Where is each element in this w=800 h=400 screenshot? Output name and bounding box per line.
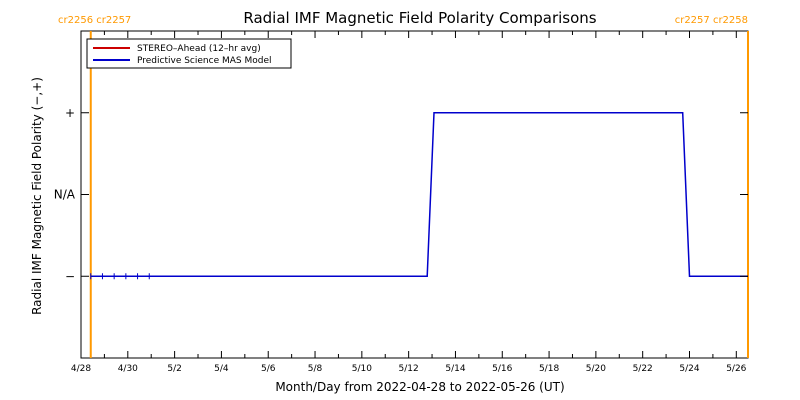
x-tick-label: 5/4	[214, 364, 229, 374]
y-tick-label: +	[65, 106, 75, 120]
legend-box	[86, 38, 292, 69]
legend-label-stereo: STEREO–Ahead (12–hr avg)	[137, 44, 261, 54]
x-tick-label: 5/8	[308, 364, 323, 374]
carrington-label-left: cr2256 cr2257	[58, 15, 131, 26]
carrington-label-right: cr2257 cr2258	[675, 15, 748, 26]
x-tick-label: 4/28	[71, 364, 91, 374]
y-tick-label: N/A	[54, 188, 76, 202]
x-tick-label: 5/12	[399, 364, 419, 374]
x-tick-label: 5/10	[352, 364, 372, 374]
x-tick-label: 5/22	[633, 364, 653, 374]
x-tick-label: 5/14	[445, 364, 465, 374]
x-tick-label: 5/16	[492, 364, 512, 374]
axes: 4/28 4/30 5/2 5/4 5/6 5/8 5/10 5/12 5/14 5/16 5/18…	[54, 31, 748, 374]
x-tick-label: 5/18	[539, 364, 559, 374]
plot-frame	[80, 30, 749, 359]
y-tick-label: −	[65, 269, 75, 283]
legend: STEREO–Ahead (12–hr avg) Predictive Scie…	[86, 38, 292, 69]
x-tick-label: 5/2	[167, 364, 181, 374]
x-tick-label: 4/30	[118, 364, 138, 374]
chart-title: Radial IMF Magnetic Field Polarity Compa…	[243, 9, 596, 27]
x-tick-label: 5/6	[261, 364, 276, 374]
y-axis-label: Radial IMF Magnetic Field Polarity (−,+)	[30, 77, 44, 315]
x-tick-label: 5/24	[679, 364, 699, 374]
series-line-mas-model	[90, 112, 748, 278]
x-tick-label: 5/26	[726, 364, 746, 374]
x-tick-label: 5/20	[586, 364, 606, 374]
plot-area	[89, 31, 749, 358]
legend-label-mas-model: Predictive Science MAS Model	[137, 56, 272, 66]
x-axis-label: Month/Day from 2022-04-28 to 2022-05-26 …	[275, 380, 564, 394]
